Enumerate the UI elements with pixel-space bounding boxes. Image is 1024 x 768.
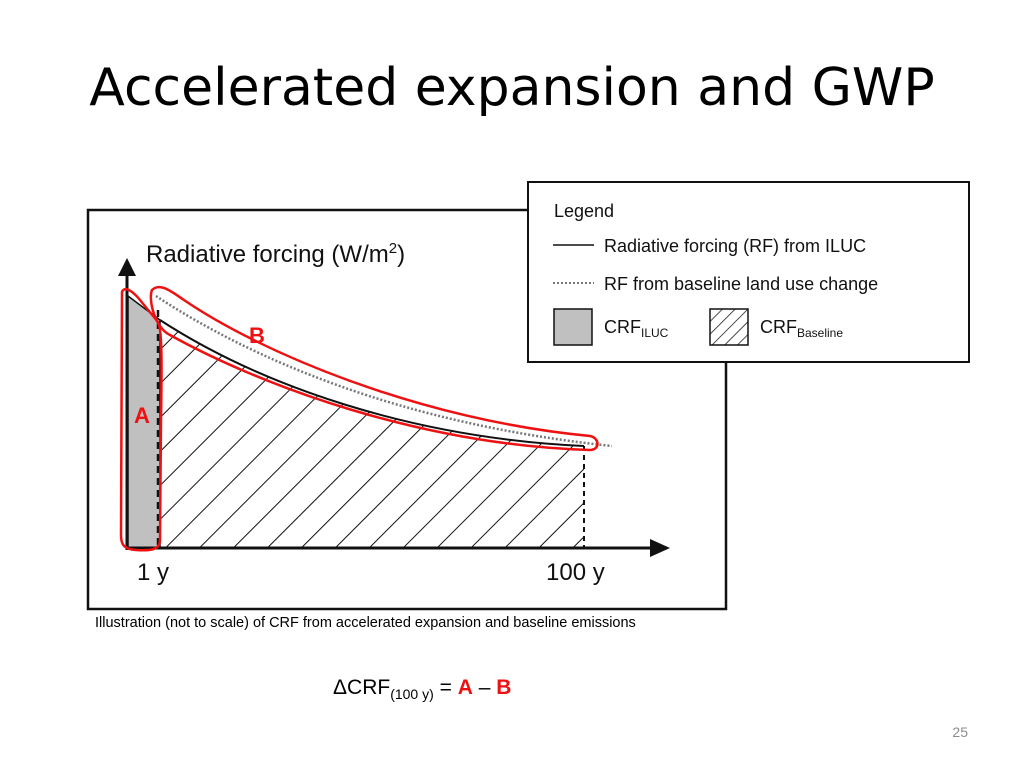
y-axis-arrow [118,258,136,276]
marker-a-label: A [134,403,150,428]
marker-a-outline [119,288,163,552]
y-axis-label: Radiative forcing (W/m2) [146,240,405,268]
figure-caption: Illustration (not to scale) of CRF from … [95,615,636,631]
crf-baseline-area [160,320,584,548]
x-axis-arrow [650,539,670,557]
formula-minus: – [472,676,497,699]
legend-crf-baseline-label: CRFBaseline [760,317,843,340]
legend-rf-baseline-label: RF from baseline land use change [604,274,878,294]
legend-title: Legend [554,201,614,221]
legend-crf-iluc-swatch [553,308,593,346]
formula-subscript: (100 y) [390,686,434,703]
x-tick-label-1y: 1 y [137,559,169,586]
formula-prefix: ΔCRF [333,676,391,699]
slide-title: Accelerated expansion and GWP [89,58,935,118]
legend: Legend Radiative forcing (RF) from ILUC … [527,181,970,363]
x-tick-label-100y: 100 y [546,559,605,586]
legend-rf-iluc-label: Radiative forcing (RF) from ILUC [604,236,866,256]
marker-b-outline [149,285,599,452]
legend-crf-iluc-label: CRFILUC [604,317,669,340]
formula-equals: = [433,676,458,699]
formula-term-b: B [496,676,512,699]
rf-baseline-curve [155,294,613,448]
crf-baseline-area-outline [159,319,585,447]
marker-b-label: B [249,323,265,348]
legend-crf-baseline-swatch [709,308,749,346]
formula-term-a: A [457,676,473,699]
slide-number: 25 [952,724,968,740]
delta-crf-formula: ΔCRF(100 y) = A – B [333,676,633,702]
